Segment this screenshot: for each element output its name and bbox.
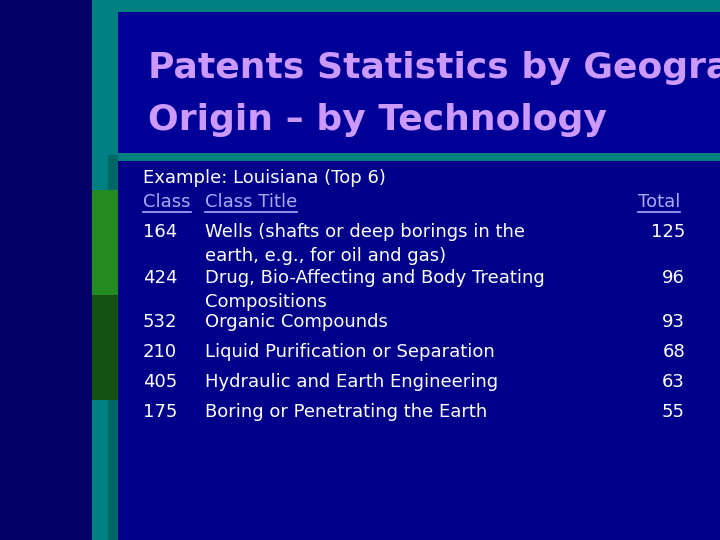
Text: 125: 125 — [651, 223, 685, 241]
Text: 175: 175 — [143, 403, 177, 421]
Text: Class: Class — [143, 193, 191, 211]
Text: Liquid Purification or Separation: Liquid Purification or Separation — [205, 343, 495, 361]
Text: earth, e.g., for oil and gas): earth, e.g., for oil and gas) — [205, 247, 446, 265]
Text: 93: 93 — [662, 313, 685, 331]
Bar — [0, 153, 720, 161]
Text: Class Title: Class Title — [205, 193, 297, 211]
Bar — [92, 295, 118, 400]
Text: 63: 63 — [662, 373, 685, 391]
Bar — [92, 190, 118, 400]
Text: 164: 164 — [143, 223, 177, 241]
Bar — [92, 0, 108, 540]
Text: Organic Compounds: Organic Compounds — [205, 313, 388, 331]
Text: 532: 532 — [143, 313, 178, 331]
Bar — [0, 0, 720, 12]
Text: Example: Louisiana (Top 6): Example: Louisiana (Top 6) — [143, 169, 386, 187]
Text: 405: 405 — [143, 373, 177, 391]
Bar — [92, 0, 118, 155]
Text: 96: 96 — [662, 269, 685, 287]
Bar — [0, 0, 92, 540]
Text: Total: Total — [638, 193, 680, 211]
Text: Drug, Bio-Affecting and Body Treating: Drug, Bio-Affecting and Body Treating — [205, 269, 545, 287]
Text: Boring or Penetrating the Earth: Boring or Penetrating the Earth — [205, 403, 487, 421]
Bar — [0, 0, 720, 155]
Text: Compositions: Compositions — [205, 293, 327, 311]
Text: 55: 55 — [662, 403, 685, 421]
Text: Origin – by Technology: Origin – by Technology — [148, 103, 607, 137]
Text: 424: 424 — [143, 269, 178, 287]
Text: 210: 210 — [143, 343, 177, 361]
Text: Patents Statistics by Geographic: Patents Statistics by Geographic — [148, 51, 720, 85]
Text: 68: 68 — [662, 343, 685, 361]
Text: Hydraulic and Earth Engineering: Hydraulic and Earth Engineering — [205, 373, 498, 391]
Bar — [108, 0, 118, 540]
Text: Wells (shafts or deep borings in the: Wells (shafts or deep borings in the — [205, 223, 525, 241]
